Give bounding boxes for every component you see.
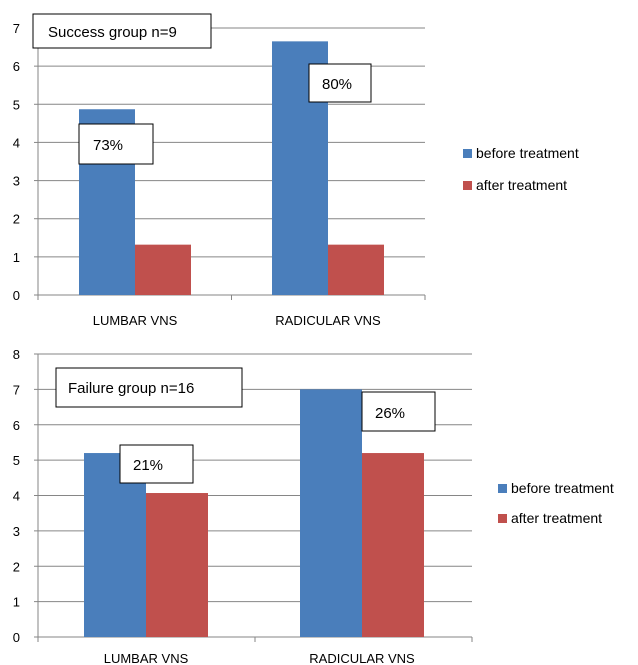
y-tick-label: 3 (13, 524, 20, 539)
x-category-label: RADICULAR VNS (309, 651, 415, 665)
percent-label-box (78, 123, 154, 165)
bar-after-radicular (328, 244, 384, 295)
percent-label-box (308, 63, 372, 103)
legend-label-before: before treatment (511, 480, 614, 496)
x-category-label: LUMBAR VNS (104, 651, 189, 665)
y-tick-label: 1 (13, 250, 20, 265)
y-tick-label: 2 (13, 559, 20, 574)
percent-label: 21% (133, 457, 163, 474)
group-label: Failure group n=16 (68, 380, 194, 397)
y-tick-label: 8 (13, 347, 20, 362)
legend-label-after: after treatment (511, 510, 602, 526)
percent-label-box (361, 391, 436, 432)
percent-label: 73% (93, 137, 123, 154)
bar-after-radicular (362, 453, 424, 637)
bar-after-lumbar (135, 244, 191, 295)
y-tick-label: 5 (13, 453, 20, 468)
percent-label-box (119, 444, 194, 484)
group-label-box (55, 367, 243, 408)
y-tick-label: 0 (13, 288, 20, 303)
y-tick-label: 2 (13, 212, 20, 227)
x-category-label: RADICULAR VNS (275, 313, 381, 328)
percent-label: 80% (322, 76, 352, 93)
y-tick-label: 4 (13, 489, 20, 504)
bar-after-lumbar (146, 493, 208, 637)
percent-label: 26% (375, 405, 405, 422)
y-tick-label: 6 (13, 59, 20, 74)
chart-2: 0 1 2 3 4 5 6 7 8 LUMBAR VNS RADICULAR VNS Failure … (13, 347, 614, 665)
legend-swatch-after (498, 514, 507, 523)
chart-1: 0 1 2 3 4 5 6 7 LUMBAR VNS RADICULAR VNS Success g… (13, 13, 579, 328)
y-tick-label: 0 (13, 630, 20, 645)
legend-swatch-before (498, 484, 507, 493)
legend-swatch-after (463, 181, 472, 190)
y-tick-label: 5 (13, 97, 20, 112)
y-tick-label: 4 (13, 135, 20, 150)
group-label-box (32, 13, 212, 49)
y-tick-label: 1 (13, 595, 20, 610)
y-tick-label: 6 (13, 418, 20, 433)
y-tick-label: 7 (13, 382, 20, 397)
legend-swatch-before (463, 149, 472, 158)
x-category-label: LUMBAR VNS (93, 313, 178, 328)
group-label: Success group n=9 (48, 24, 177, 41)
legend-label-after: after treatment (476, 177, 567, 193)
legend-label-before: before treatment (476, 145, 579, 161)
y-tick-label: 7 (13, 21, 20, 36)
bar-before-radicular (300, 389, 362, 637)
y-tick-label: 3 (13, 174, 20, 189)
bar-before-lumbar (84, 453, 146, 637)
